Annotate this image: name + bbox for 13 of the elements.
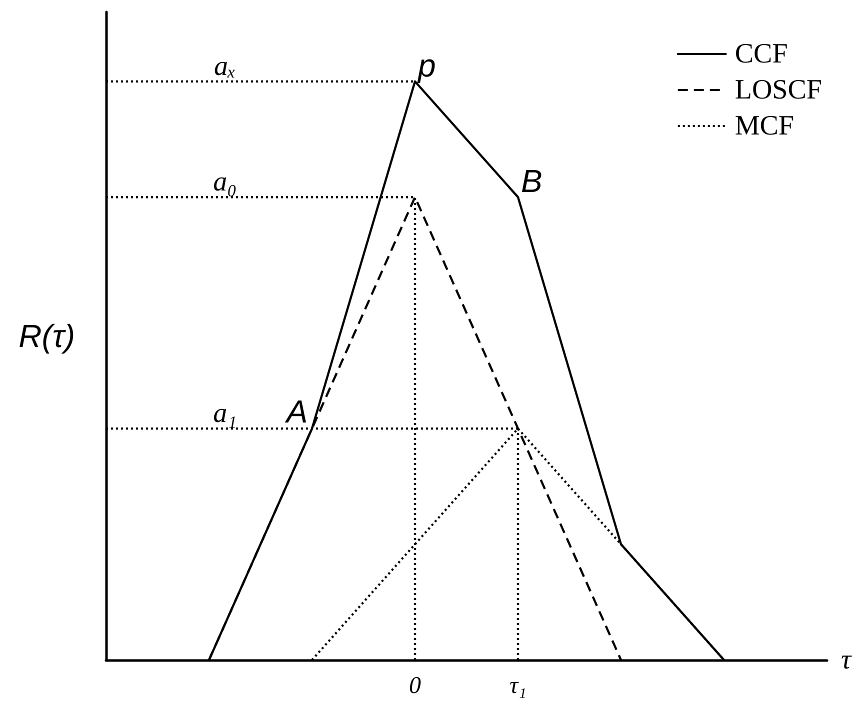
annotation: aₓ [214, 50, 236, 82]
legend-label: LOSCF [734, 74, 822, 106]
annotation: B [521, 163, 542, 200]
annotation: A [284, 394, 308, 430]
annotation: a₁ [213, 398, 237, 430]
x-tick-label: 0 [409, 673, 421, 699]
legend-label: CCF [734, 38, 788, 70]
annotation: p [417, 47, 436, 84]
legend-label: MCF [734, 110, 794, 142]
annotation: a₀ [213, 166, 237, 198]
x-tick-label: τ₁ [510, 673, 526, 699]
y-axis-title: R(τ) [18, 318, 75, 354]
x-axis-title: τ [841, 644, 852, 676]
